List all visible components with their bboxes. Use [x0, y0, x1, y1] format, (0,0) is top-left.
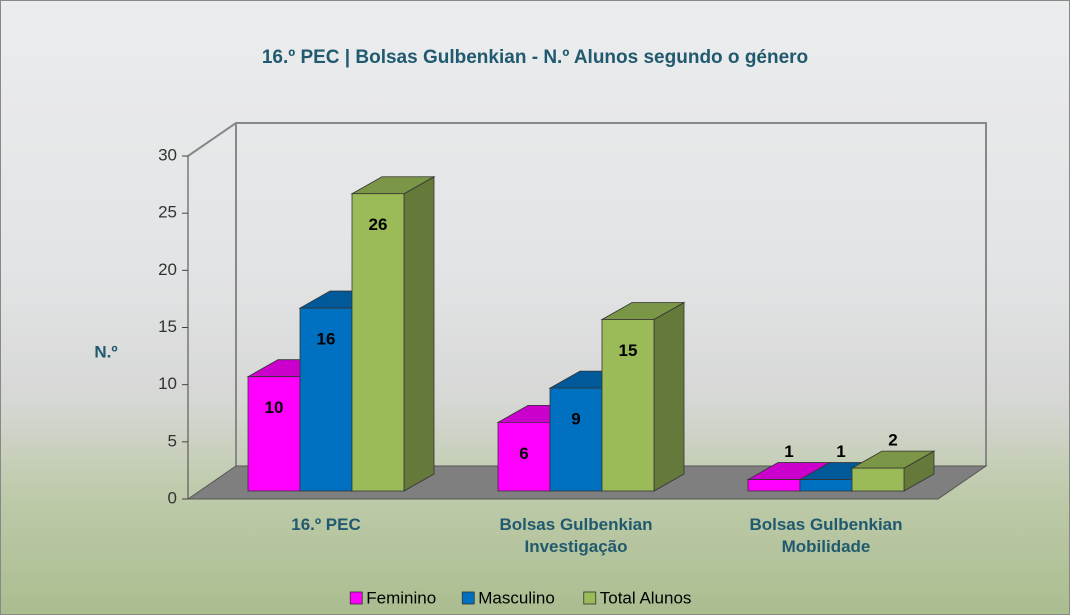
y-tick-label: 15 — [158, 317, 177, 336]
y-tick-label: 0 — [168, 488, 177, 507]
legend-swatch — [461, 591, 475, 605]
bar-front — [351, 193, 405, 492]
bar-front — [851, 467, 905, 492]
data-label: 15 — [619, 341, 638, 360]
bar-side — [653, 301, 685, 492]
y-tick-label: 25 — [158, 203, 177, 222]
legend-swatch — [349, 591, 363, 605]
legend-label: Feminino — [366, 588, 436, 607]
x-tick-label: Bolsas Gulbenkian Investigação — [499, 515, 653, 556]
bar-front — [747, 479, 801, 492]
data-label: 16 — [317, 330, 336, 349]
bar-front — [247, 376, 301, 492]
bar-front — [549, 387, 603, 492]
y-tick-label: 10 — [158, 374, 177, 393]
data-label: 9 — [571, 410, 580, 429]
legend-label: Total Alunos — [600, 588, 692, 607]
data-label: 1 — [784, 442, 793, 461]
data-label: 10 — [265, 398, 284, 417]
bar — [850, 450, 936, 492]
bar-front — [601, 319, 655, 492]
bar — [600, 301, 686, 492]
x-tick-label: Bolsas Gulbenkian Mobilidade — [749, 515, 903, 556]
y-tick-label: 20 — [158, 260, 177, 279]
legend-swatch — [583, 591, 597, 605]
y-tick-label: 30 — [158, 145, 177, 164]
bar-side — [403, 176, 435, 492]
back-wall — [187, 122, 987, 466]
data-label: 6 — [519, 444, 528, 463]
chart-title: 16.º PEC | Bolsas Gulbenkian - N.º Aluno… — [262, 47, 808, 68]
bar-front — [799, 479, 853, 492]
data-label: 2 — [888, 431, 897, 450]
bar — [350, 176, 436, 492]
y-tick-label: 5 — [168, 431, 177, 450]
y-axis-label: N.º — [94, 342, 117, 361]
x-tick-label: 16.º PEC — [291, 515, 361, 534]
legend-label: Masculino — [478, 588, 555, 607]
data-label: 1 — [836, 442, 845, 461]
data-label: 26 — [369, 215, 388, 234]
